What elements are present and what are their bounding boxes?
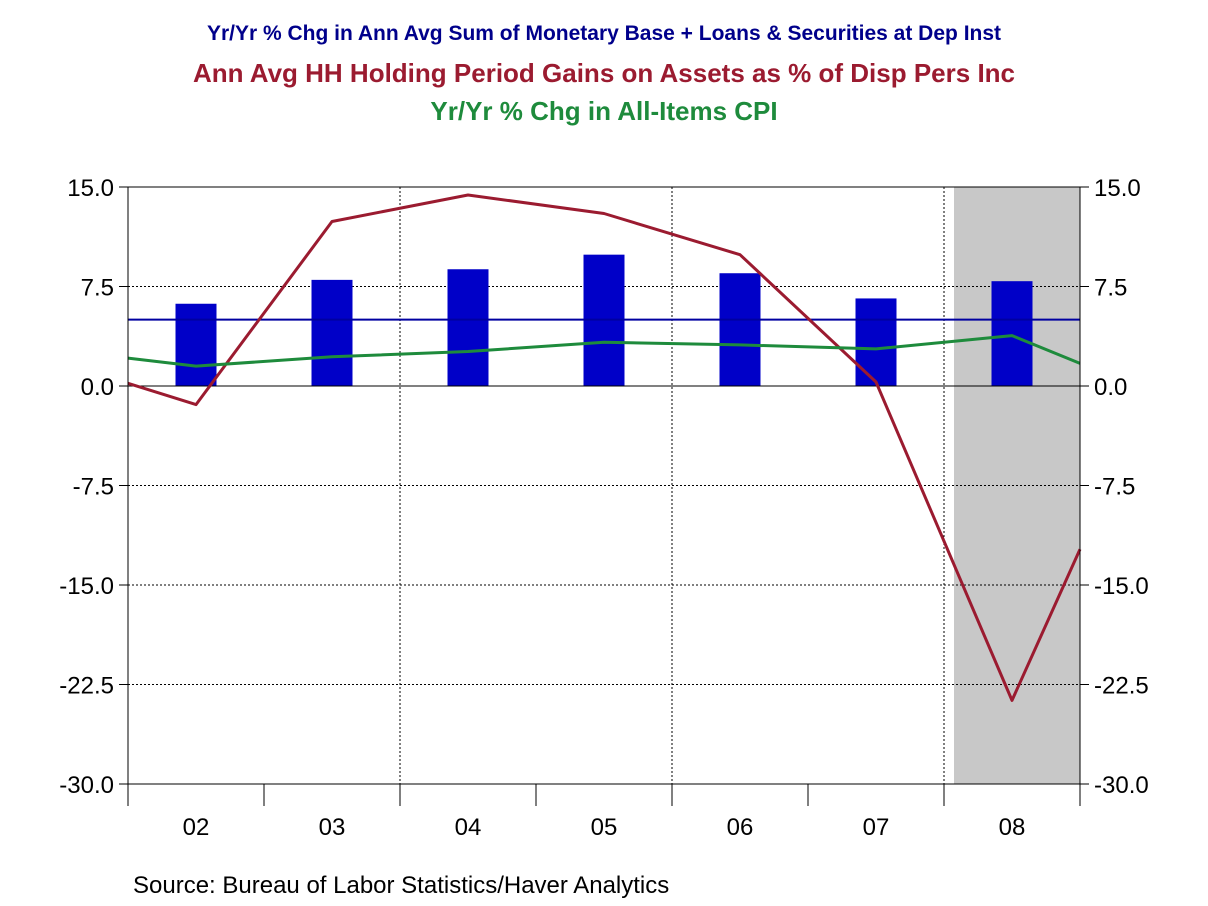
y-tick-label-left: -7.5	[73, 474, 114, 501]
cpi-line	[127, 334, 1081, 368]
x-tick-label-04: 04	[455, 814, 482, 841]
y-tick-label-right: -22.5	[1094, 673, 1149, 700]
y-tick-label-left: 0.0	[81, 374, 114, 401]
y-tick-label-right: -15.0	[1094, 573, 1149, 600]
bar-02	[175, 303, 217, 386]
x-tick-label-07: 07	[863, 814, 890, 841]
line-series-layer	[127, 193, 1082, 702]
bar-06	[719, 273, 761, 386]
bar-07	[855, 298, 897, 386]
y-tick-label-left: -30.0	[59, 772, 114, 799]
x-tick-label-03: 03	[319, 814, 346, 841]
x-tick-label-06: 06	[727, 814, 754, 841]
chart-title-line-3: Yr/Yr % Chg in All-Items CPI	[430, 96, 778, 126]
y-tick-label-right: 0.0	[1094, 374, 1127, 401]
y-tick-label-right: 7.5	[1094, 275, 1127, 302]
chart-title-line-2: Ann Avg HH Holding Period Gains on Asset…	[192, 58, 1016, 88]
x-tick-label-08: 08	[999, 814, 1026, 841]
bar-04	[447, 269, 489, 386]
bar-08	[991, 281, 1033, 386]
chart-title-line-1: Yr/Yr % Chg in Ann Avg Sum of Monetary B…	[206, 22, 1002, 45]
y-tick-label-left: 7.5	[81, 275, 114, 302]
x-tick-label-02: 02	[183, 814, 210, 841]
x-tick-label-05: 05	[591, 814, 618, 841]
tick-label-layer: 15.0 15.0 7.5 7.5 0.0 0.0 -7.5 -7.5 -15.0 -15.0 -2…	[59, 175, 1148, 841]
y-tick-label-left: 15.0	[67, 175, 114, 202]
bar-03	[311, 279, 353, 386]
holding-gains-line	[127, 193, 1082, 702]
y-tick-label-right: -30.0	[1094, 772, 1149, 799]
axis-layer	[119, 186, 1089, 806]
y-tick-label-left: -22.5	[59, 673, 114, 700]
y-tick-label-left: -15.0	[59, 573, 114, 600]
source-note: Source: Bureau of Labor Statistics/Haver…	[133, 872, 670, 899]
y-tick-label-right: -7.5	[1094, 474, 1135, 501]
y-tick-label-right: 15.0	[1094, 175, 1141, 202]
